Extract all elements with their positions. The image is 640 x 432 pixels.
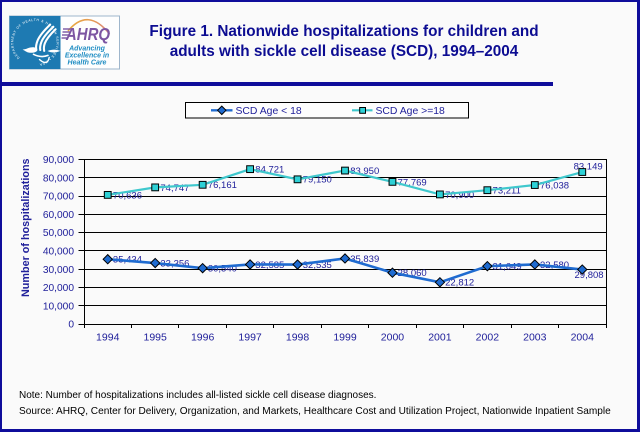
svg-text:2000: 2000 <box>381 332 405 344</box>
svg-text:30,540: 30,540 <box>208 264 237 275</box>
svg-text:0: 0 <box>68 320 74 331</box>
svg-text:SCD Age < 18: SCD Age < 18 <box>236 106 302 117</box>
svg-text:2003: 2003 <box>523 332 547 344</box>
svg-text:90,000: 90,000 <box>43 155 74 166</box>
svg-text:1995: 1995 <box>144 332 168 344</box>
svg-text:73,211: 73,211 <box>493 186 521 197</box>
svg-text:80,000: 80,000 <box>43 173 74 184</box>
svg-text:1999: 1999 <box>333 332 357 344</box>
svg-text:Health Care: Health Care <box>68 60 107 67</box>
svg-text:83,950: 83,950 <box>350 166 379 177</box>
svg-text:2002: 2002 <box>476 332 500 344</box>
svg-text:1997: 1997 <box>238 332 262 344</box>
svg-text:1994: 1994 <box>96 332 120 344</box>
svg-text:1998: 1998 <box>286 332 310 344</box>
svg-text:76,038: 76,038 <box>540 180 569 191</box>
svg-text:50,000: 50,000 <box>43 228 74 239</box>
svg-text:22,812: 22,812 <box>445 278 474 289</box>
svg-text:76,161: 76,161 <box>208 180 237 191</box>
svg-text:40,000: 40,000 <box>43 246 74 257</box>
svg-text:29,808: 29,808 <box>575 270 604 281</box>
svg-text:31,649: 31,649 <box>493 262 522 273</box>
svg-text:1996: 1996 <box>191 332 215 344</box>
svg-text:28,060: 28,060 <box>398 268 427 279</box>
svg-text:84,721: 84,721 <box>255 165 284 176</box>
svg-text:70,636: 70,636 <box>113 190 142 201</box>
svg-text:70,000: 70,000 <box>43 192 74 203</box>
svg-text:32,535: 32,535 <box>303 260 332 271</box>
svg-text:AHRQ: AHRQ <box>65 25 110 44</box>
svg-text:20,000: 20,000 <box>43 283 74 294</box>
svg-text:70,900: 70,900 <box>445 190 474 201</box>
svg-text:77,769: 77,769 <box>398 177 427 188</box>
svg-text:Advancing: Advancing <box>68 46 106 53</box>
svg-text:74,747: 74,747 <box>160 183 189 194</box>
svg-text:30,000: 30,000 <box>43 265 74 276</box>
svg-text:79,150: 79,150 <box>303 175 332 186</box>
svg-text:Excellence in: Excellence in <box>65 53 109 60</box>
svg-text:83,149: 83,149 <box>574 161 603 172</box>
svg-text:2001: 2001 <box>428 332 452 344</box>
svg-text:2004: 2004 <box>571 332 595 344</box>
svg-text:10,000: 10,000 <box>43 301 74 312</box>
svg-text:35,839: 35,839 <box>350 254 379 265</box>
svg-text:60,000: 60,000 <box>43 210 74 221</box>
svg-text:SCD Age >=18: SCD Age >=18 <box>376 106 446 117</box>
